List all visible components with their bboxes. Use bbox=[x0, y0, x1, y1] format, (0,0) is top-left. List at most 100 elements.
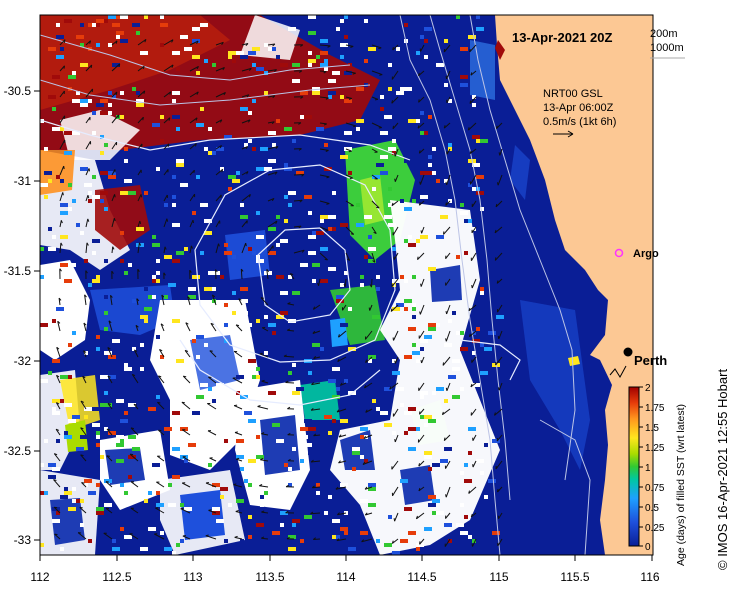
current-arrow bbox=[129, 453, 139, 462]
current-arrow-head bbox=[379, 74, 383, 76]
current-arrow-head bbox=[56, 374, 60, 378]
sst-pixel bbox=[172, 175, 176, 179]
sst-pixel bbox=[436, 235, 444, 239]
sst-pixel bbox=[244, 143, 248, 147]
sst-pixel bbox=[316, 491, 320, 495]
current-arrow bbox=[182, 375, 191, 384]
current-arrow-head bbox=[113, 218, 116, 222]
sst-pixel bbox=[392, 247, 396, 251]
current-arrow bbox=[184, 350, 191, 358]
sst-pixel bbox=[248, 535, 252, 539]
sst-pixel bbox=[100, 171, 108, 175]
current-arrow-head bbox=[79, 506, 83, 509]
sst-pixel bbox=[460, 83, 468, 87]
sst-pixel bbox=[424, 27, 432, 31]
current-arrow-head bbox=[350, 45, 354, 48]
sst-pixel bbox=[64, 435, 72, 439]
sst-pixel bbox=[64, 491, 72, 495]
sst-pixel bbox=[340, 43, 348, 47]
sst-pixel bbox=[192, 411, 200, 415]
sst-pixel bbox=[368, 247, 376, 251]
current-source-label: NRT00 GSL bbox=[543, 88, 603, 100]
sst-pixel bbox=[284, 195, 288, 199]
sst-pixel bbox=[48, 463, 56, 467]
current-arrow bbox=[209, 350, 217, 358]
sst-pixel bbox=[472, 95, 476, 99]
current-arrow bbox=[267, 146, 279, 150]
sst-pixel bbox=[276, 411, 284, 415]
sst-pixel bbox=[380, 411, 388, 415]
sst-pixel bbox=[360, 435, 364, 439]
current-arrow-head bbox=[89, 40, 91, 44]
sst-pixel bbox=[60, 203, 68, 207]
sst-pixel bbox=[472, 339, 480, 343]
sst-pixel bbox=[380, 155, 388, 159]
sst-pixel bbox=[312, 263, 320, 267]
current-arrow-head bbox=[163, 272, 166, 276]
current-arrow bbox=[180, 508, 191, 514]
sst-pixel bbox=[252, 99, 256, 103]
current-arrow bbox=[421, 226, 425, 234]
sst-pixel bbox=[120, 527, 124, 531]
current-arrow-head bbox=[223, 92, 226, 96]
sst-pixel bbox=[304, 435, 308, 439]
current-arrow bbox=[189, 117, 198, 124]
sst-pixel bbox=[56, 307, 64, 311]
sst-pixel bbox=[180, 447, 188, 451]
current-arrow bbox=[393, 330, 399, 341]
sst-pixel bbox=[376, 279, 384, 283]
current-arrow bbox=[391, 460, 399, 470]
current-arrow-head bbox=[336, 538, 340, 541]
sst-pixel bbox=[164, 295, 168, 299]
sst-pixel bbox=[84, 407, 92, 411]
colorbar-tick: 2 bbox=[645, 383, 651, 394]
sst-pixel bbox=[304, 195, 312, 199]
sst-pixel bbox=[220, 275, 224, 279]
sst-pixel bbox=[364, 19, 368, 23]
sst-pixel bbox=[56, 439, 60, 443]
current-arrow bbox=[59, 220, 62, 228]
current-arrow-head bbox=[338, 334, 340, 338]
sst-pixel bbox=[368, 235, 372, 239]
sst-pixel bbox=[360, 531, 368, 535]
colorbar-tick: 1.25 bbox=[645, 443, 665, 454]
current-arrow bbox=[85, 40, 91, 46]
sst-pixel bbox=[360, 275, 364, 279]
current-arrow bbox=[472, 434, 477, 441]
sst-pixel bbox=[340, 483, 348, 487]
sst-pixel bbox=[252, 147, 256, 151]
sst-pixel bbox=[240, 467, 244, 471]
sst-pixel bbox=[100, 191, 108, 195]
sst-pixel bbox=[308, 59, 316, 63]
current-arrow bbox=[133, 403, 139, 410]
sst-pixel bbox=[352, 447, 360, 451]
current-arrow bbox=[181, 482, 191, 488]
sst-pixel bbox=[200, 251, 204, 255]
current-arrow bbox=[319, 96, 329, 99]
current-arrow-head bbox=[159, 349, 163, 352]
isobath-label-200m: 200m bbox=[650, 28, 678, 40]
sst-pixel bbox=[236, 499, 244, 503]
current-arrow-head bbox=[287, 302, 291, 305]
sst-pixel bbox=[216, 147, 224, 151]
current-arrow bbox=[394, 512, 399, 522]
current-arrow bbox=[393, 252, 399, 260]
sst-pixel bbox=[492, 439, 500, 443]
sst-pixel bbox=[212, 507, 220, 511]
sst-pixel bbox=[144, 307, 152, 311]
sst-pixel bbox=[328, 179, 332, 183]
current-arrow-head bbox=[498, 387, 500, 391]
sst-pixel bbox=[172, 447, 180, 451]
current-arrow-head bbox=[210, 322, 214, 325]
sst-pixel bbox=[364, 435, 368, 439]
sst-pixel bbox=[340, 19, 344, 23]
sst-pixel bbox=[288, 27, 296, 31]
sst-pixel bbox=[308, 63, 312, 67]
current-arrow bbox=[345, 200, 354, 207]
current-arrow bbox=[59, 115, 66, 124]
current-arrow bbox=[83, 322, 87, 332]
current-arrow bbox=[215, 67, 225, 72]
current-arrow-head bbox=[494, 412, 496, 416]
sst-pixel bbox=[372, 187, 376, 191]
current-arrow-head bbox=[54, 506, 58, 509]
